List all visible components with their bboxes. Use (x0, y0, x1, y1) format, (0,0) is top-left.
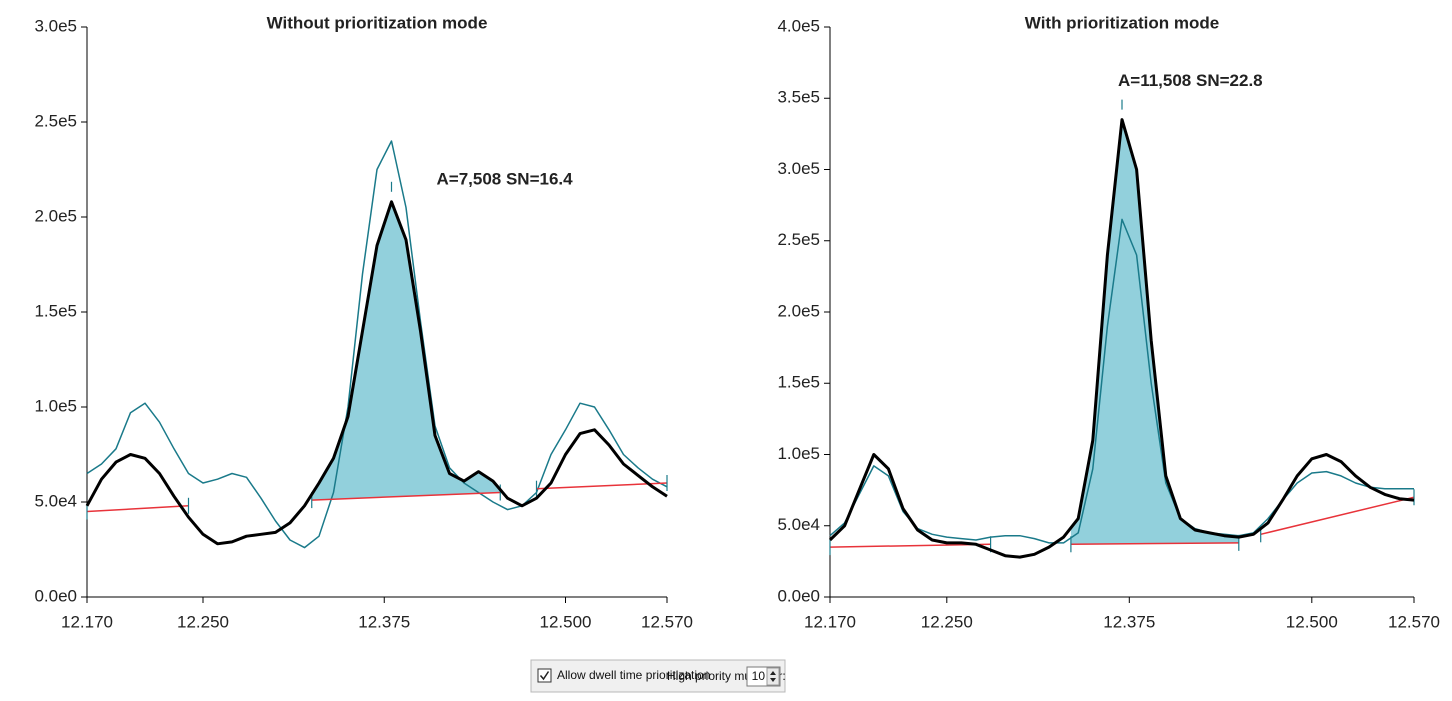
x-tick-label: 12.570 (1388, 612, 1440, 631)
peak-annotation: A=7,508 SN=16.4 (437, 169, 574, 188)
baseline (536, 482, 668, 490)
x-tick-label: 12.170 (61, 612, 113, 631)
spinbox-value[interactable]: 10 (752, 669, 766, 683)
baseline (1070, 542, 1239, 546)
y-tick-label: 5.0e4 (34, 491, 77, 510)
data-line (86, 140, 668, 549)
checkbox[interactable] (537, 668, 552, 683)
y-tick-label: 1.5e5 (777, 373, 820, 392)
y-tick-label: 1.0e5 (777, 444, 820, 463)
baseline (1260, 496, 1415, 536)
control-panel-box (530, 659, 786, 693)
chart-title: With prioritization mode (1025, 13, 1219, 32)
peak-annotation: A=11,508 SN=22.8 (1118, 71, 1263, 90)
y-tick-label: 0.0e0 (777, 586, 820, 605)
y-tick-label: 3.5e5 (777, 88, 820, 107)
peak-area (1070, 119, 1239, 545)
checkmark (539, 671, 550, 681)
chart-panel: With prioritization mode 0.0e0 5.0e4 1.0e5 1… (777, 13, 1440, 631)
baseline (829, 543, 991, 548)
x-tick-label: 12.170 (804, 612, 856, 631)
x-tick-label: 12.375 (1103, 612, 1155, 631)
x-tick-label: 12.570 (641, 612, 693, 631)
baseline (86, 505, 189, 513)
y-tick-label: 2.5e5 (34, 111, 77, 130)
spin-buttons[interactable] (766, 667, 780, 686)
y-tick-label: 3.0e5 (34, 16, 77, 35)
y-tick-label: 0.0e0 (34, 586, 77, 605)
checkbox-label[interactable]: Allow dwell time prioritization (557, 668, 710, 682)
x-tick-label: 12.500 (540, 612, 592, 631)
data-line (85, 200, 668, 546)
y-tick-label: 2.0e5 (34, 206, 77, 225)
x-tick-label: 12.500 (1286, 612, 1338, 631)
chart-panel: Without prioritization mode 0.0e0 5.0e4 1.0… (34, 13, 693, 631)
baseline (311, 491, 501, 501)
y-tick-label: 2.5e5 (777, 230, 820, 249)
y-tick-label: 2.0e5 (777, 301, 820, 320)
control-panel: Allow dwell time prioritization High pri… (530, 659, 786, 693)
y-tick-label: 4.0e5 (777, 16, 820, 35)
chart-title: Without prioritization mode (267, 13, 488, 32)
y-tick-label: 3.0e5 (777, 159, 820, 178)
y-tick-label: 1.5e5 (34, 301, 77, 320)
x-tick-label: 12.250 (921, 612, 973, 631)
data-line (828, 118, 1415, 559)
x-tick-label: 12.375 (358, 612, 410, 631)
x-tick-label: 12.250 (177, 612, 229, 631)
y-tick-label: 5.0e4 (777, 515, 820, 534)
peak-area (311, 201, 501, 501)
y-tick-label: 1.0e5 (34, 396, 77, 415)
data-line (829, 218, 1414, 544)
spin-arrows (770, 671, 776, 682)
